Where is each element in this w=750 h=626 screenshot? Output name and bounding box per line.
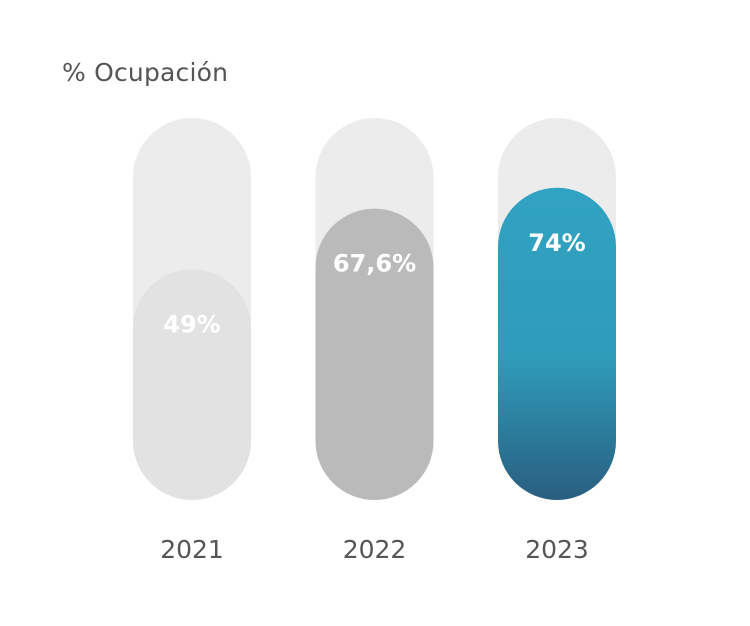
value-label-2023: 74% xyxy=(528,229,585,257)
bar-2021 xyxy=(133,269,251,500)
value-label-2021: 49% xyxy=(163,310,220,338)
bar-2022 xyxy=(315,208,434,500)
year-label-2022: 2022 xyxy=(343,535,407,564)
bar-2023 xyxy=(498,187,616,500)
chart-title: % Ocupación xyxy=(62,58,229,87)
value-label-2022: 67,6% xyxy=(333,250,416,278)
year-label-2021: 2021 xyxy=(160,535,224,564)
year-label-2023: 2023 xyxy=(525,535,589,564)
